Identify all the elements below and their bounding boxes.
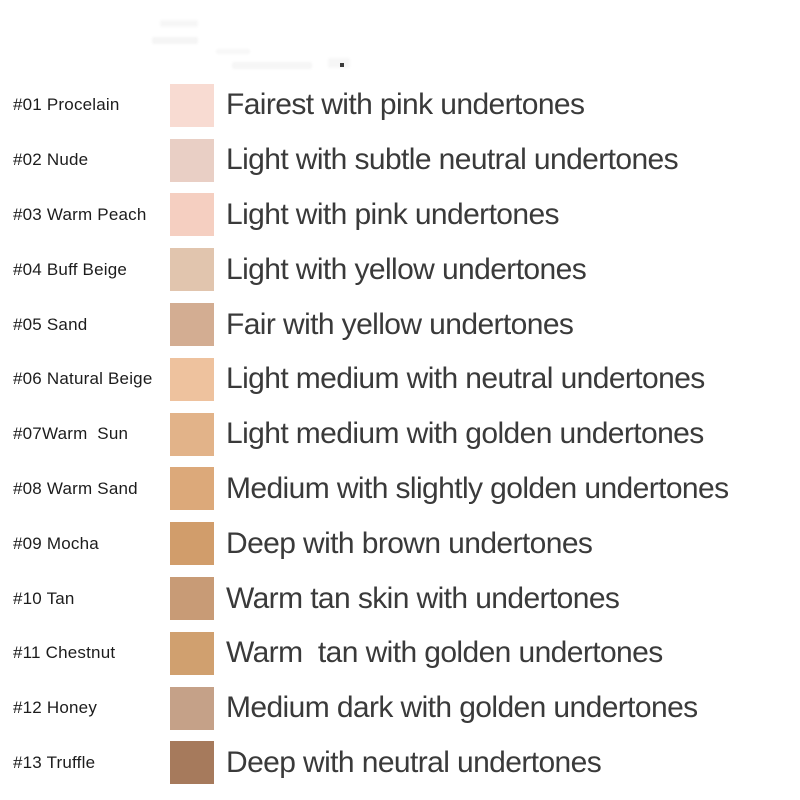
shade-label: #02 Nude bbox=[13, 150, 89, 170]
shade-label: #11 Chestnut bbox=[13, 643, 116, 663]
smudge-artifact bbox=[232, 62, 312, 69]
shade-row-03: #03 Warm Peach Light with pink undertone… bbox=[0, 188, 800, 243]
shade-label: #08 Warm Sand bbox=[13, 478, 138, 498]
dot-artifact bbox=[340, 63, 344, 67]
shade-row-12: #12 Honey Medium dark with golden undert… bbox=[0, 681, 800, 736]
shade-description: Deep with brown undertones bbox=[226, 526, 593, 560]
shade-description: Medium dark with golden undertones bbox=[226, 691, 698, 725]
shade-description: Warm tan with golden undertones bbox=[226, 636, 663, 670]
smudge-artifact bbox=[328, 58, 350, 68]
shade-swatch bbox=[170, 577, 214, 621]
shade-description: Light with pink undertones bbox=[226, 197, 560, 231]
shade-row-10: #10 Tan Warm tan skin with undertones bbox=[0, 571, 800, 626]
smudge-artifact bbox=[160, 20, 198, 27]
smudge-artifact bbox=[216, 49, 250, 54]
shade-swatch bbox=[170, 83, 214, 127]
shade-row-13: #13 Truffle Deep with neutral undertones bbox=[0, 736, 800, 791]
shade-label: #09 Mocha bbox=[13, 533, 99, 553]
shade-swatch bbox=[170, 193, 214, 237]
shade-description: Light medium with golden undertones bbox=[226, 417, 704, 451]
shade-row-04: #04 Buff Beige Light with yellow underto… bbox=[0, 242, 800, 297]
shade-row-01: #01 Procelain Fairest with pink underton… bbox=[0, 78, 800, 133]
shade-description: Medium with slightly golden undertones bbox=[226, 471, 729, 505]
shade-swatch bbox=[170, 741, 214, 785]
shade-swatch bbox=[170, 522, 214, 566]
shade-label: #13 Truffle bbox=[13, 752, 96, 772]
shade-row-02: #02 Nude Light with subtle neutral under… bbox=[0, 133, 800, 188]
shade-row-07: #07Warm Sun Light medium with golden und… bbox=[0, 407, 800, 462]
shade-swatch bbox=[170, 357, 214, 401]
shade-row-08: #08 Warm Sand Medium with slightly golde… bbox=[0, 462, 800, 517]
shade-label: #10 Tan bbox=[13, 588, 75, 608]
shade-row-06: #06 Natural Beige Light medium with neut… bbox=[0, 352, 800, 407]
shade-description: Fair with yellow undertones bbox=[226, 307, 574, 341]
shade-label: #01 Procelain bbox=[13, 95, 120, 115]
smudge-artifact bbox=[152, 37, 198, 44]
shade-label: #05 Sand bbox=[13, 314, 88, 334]
shade-row-09: #09 Mocha Deep with brown undertones bbox=[0, 516, 800, 571]
shade-description: Light with subtle neutral undertones bbox=[226, 143, 679, 177]
shade-description: Fairest with pink undertones bbox=[226, 88, 585, 122]
shade-swatch bbox=[170, 686, 214, 730]
shade-label: #12 Honey bbox=[13, 698, 98, 718]
shade-swatch bbox=[170, 631, 214, 675]
shade-label: #03 Warm Peach bbox=[13, 204, 147, 224]
shade-swatch bbox=[170, 138, 214, 182]
shade-swatch bbox=[170, 248, 214, 292]
shade-swatch bbox=[170, 412, 214, 456]
shade-description: Light medium with neutral undertones bbox=[226, 362, 705, 396]
shade-description: Deep with neutral undertones bbox=[226, 745, 602, 779]
shade-row-05: #05 Sand Fair with yellow undertones bbox=[0, 297, 800, 352]
shade-swatch bbox=[170, 467, 214, 511]
shade-label: #04 Buff Beige bbox=[13, 259, 128, 279]
shade-label: #07Warm Sun bbox=[13, 424, 129, 444]
shade-swatch bbox=[170, 303, 214, 347]
shade-description: Light with yellow undertones bbox=[226, 252, 587, 286]
shade-label: #06 Natural Beige bbox=[13, 369, 153, 389]
shade-description: Warm tan skin with undertones bbox=[226, 581, 620, 615]
shade-list: #01 Procelain Fairest with pink underton… bbox=[0, 78, 800, 790]
shade-row-11: #11 Chestnut Warm tan with golden undert… bbox=[0, 626, 800, 681]
